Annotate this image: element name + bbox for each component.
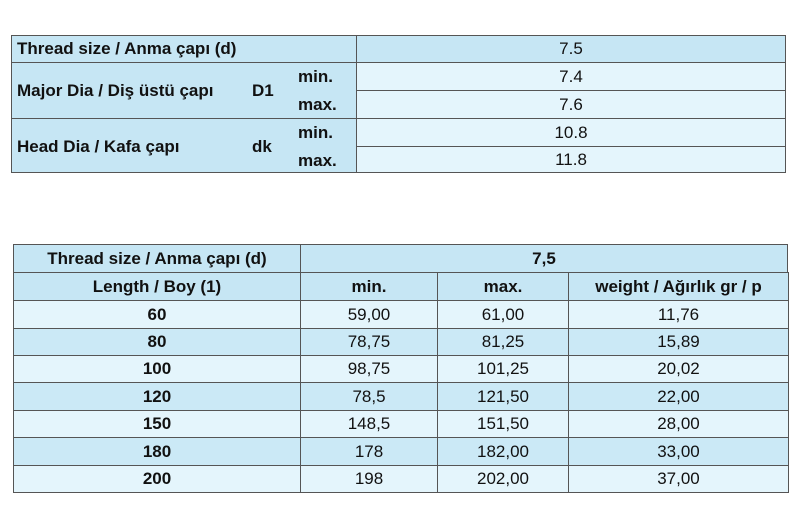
cell: 180: [13, 437, 301, 466]
column-header: Length / Boy (1): [13, 272, 301, 301]
cell: 98,75: [300, 355, 438, 383]
cell: 15,89: [568, 328, 789, 356]
max-value: 7.6: [356, 90, 786, 119]
max-value: 11.8: [356, 146, 786, 173]
row-symbol: dk: [252, 137, 272, 156]
cell: 78,5: [300, 382, 438, 411]
min-value: 7.4: [356, 62, 786, 91]
cell: 101,25: [437, 355, 569, 383]
min-value: 10.8: [356, 118, 786, 147]
cell: 178: [300, 437, 438, 466]
title-cell: Thread size / Anma çapı (d): [13, 244, 301, 273]
header-value: 7.5: [356, 35, 786, 63]
cell: 150: [13, 410, 301, 438]
cell: 22,00: [568, 382, 789, 411]
cell: 20,02: [568, 355, 789, 383]
column-header: weight / Ağırlık gr / p: [568, 272, 789, 301]
cell: 11,76: [568, 300, 789, 329]
cell: 148,5: [300, 410, 438, 438]
cell: 182,00: [437, 437, 569, 466]
cell: 121,50: [437, 382, 569, 411]
cell: 78,75: [300, 328, 438, 356]
cell: 80: [13, 328, 301, 356]
row-block: [11, 62, 357, 119]
min-label: min.: [298, 67, 333, 86]
cell: 200: [13, 465, 301, 493]
row-block: [11, 118, 357, 173]
size-cell: 7,5: [300, 244, 788, 273]
cell: 151,50: [437, 410, 569, 438]
max-label: max.: [298, 151, 337, 170]
row-label: Head Dia / Kafa çapı: [17, 137, 180, 156]
cell: 120: [13, 382, 301, 411]
column-header: max.: [437, 272, 569, 301]
row-symbol: D1: [252, 81, 274, 100]
cell: 202,00: [437, 465, 569, 493]
cell: 198: [300, 465, 438, 493]
min-label: min.: [298, 123, 333, 142]
header-label: Thread size / Anma çapı (d): [11, 35, 357, 63]
column-header: min.: [300, 272, 438, 301]
cell: 33,00: [568, 437, 789, 466]
max-label: max.: [298, 95, 337, 114]
cell: 60: [13, 300, 301, 329]
cell: 81,25: [437, 328, 569, 356]
row-label: Major Dia / Diş üstü çapı: [17, 81, 214, 100]
cell: 59,00: [300, 300, 438, 329]
cell: 28,00: [568, 410, 789, 438]
cell: 37,00: [568, 465, 789, 493]
cell: 61,00: [437, 300, 569, 329]
cell: 100: [13, 355, 301, 383]
